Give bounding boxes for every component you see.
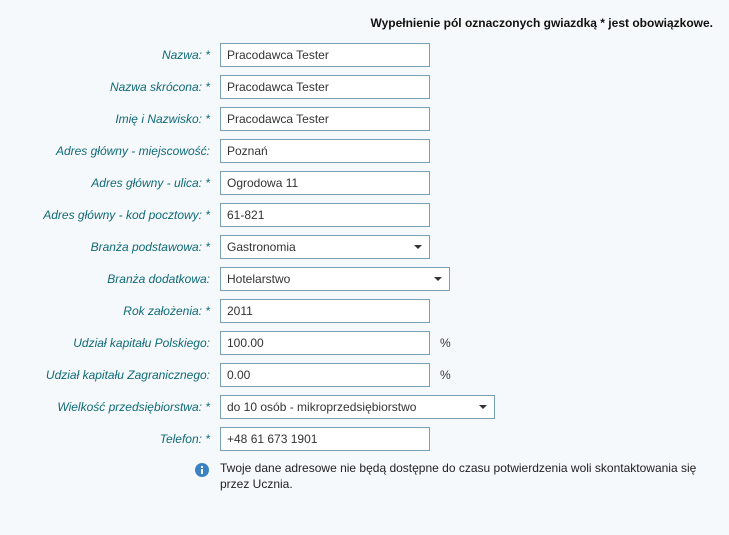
industry-main-select[interactable]: Gastronomia: [220, 235, 430, 259]
industry-main-value: Gastronomia: [227, 240, 296, 254]
label-size: Wielkość przedsiębiorstwa: *: [10, 400, 220, 414]
percent-sign: %: [436, 368, 451, 382]
label-cap-pl: Udział kapitału Polskiego:: [10, 336, 220, 350]
label-year: Rok założenia: *: [10, 304, 220, 318]
addr-zip-input[interactable]: [220, 203, 430, 227]
short-name-input[interactable]: [220, 75, 430, 99]
full-name-input[interactable]: [220, 107, 430, 131]
year-input[interactable]: [220, 299, 430, 323]
label-industry-extra: Branża dodatkowa:: [10, 272, 220, 286]
industry-extra-select[interactable]: Hotelarstwo: [220, 267, 450, 291]
company-size-value: do 10 osób - mikroprzedsiębiorstwo: [227, 400, 416, 414]
name-input[interactable]: [220, 43, 430, 67]
phone-input[interactable]: [220, 427, 430, 451]
label-cap-foreign: Udział kapitału Zagranicznego:: [10, 368, 220, 382]
company-size-select[interactable]: do 10 osób - mikroprzedsiębiorstwo: [220, 395, 495, 419]
chevron-down-icon: [409, 238, 427, 256]
label-addr-zip: Adres główny - kod pocztowy: *: [10, 208, 220, 222]
info-icon: [194, 462, 210, 478]
label-addr-street: Adres główny - ulica: *: [10, 176, 220, 190]
label-name: Nazwa: *: [10, 48, 220, 62]
required-note: Wypełnienie pól oznaczonych gwiazdką * j…: [10, 12, 719, 40]
chevron-down-icon: [474, 398, 492, 416]
label-full-name: Imię i Nazwisko: *: [10, 112, 220, 126]
label-phone: Telefon: *: [10, 432, 220, 446]
label-addr-city: Adres główny - miejscowość:: [10, 144, 220, 158]
cap-pl-input[interactable]: [220, 331, 430, 355]
percent-sign: %: [436, 336, 451, 350]
cap-foreign-input[interactable]: [220, 363, 430, 387]
addr-street-input[interactable]: [220, 171, 430, 195]
chevron-down-icon: [429, 270, 447, 288]
info-text: Twoje dane adresowe nie będą dostępne do…: [220, 460, 719, 492]
industry-extra-value: Hotelarstwo: [227, 272, 290, 286]
label-industry-main: Branża podstawowa: *: [10, 240, 220, 254]
addr-city-input[interactable]: [220, 139, 430, 163]
label-short-name: Nazwa skrócona: *: [10, 80, 220, 94]
